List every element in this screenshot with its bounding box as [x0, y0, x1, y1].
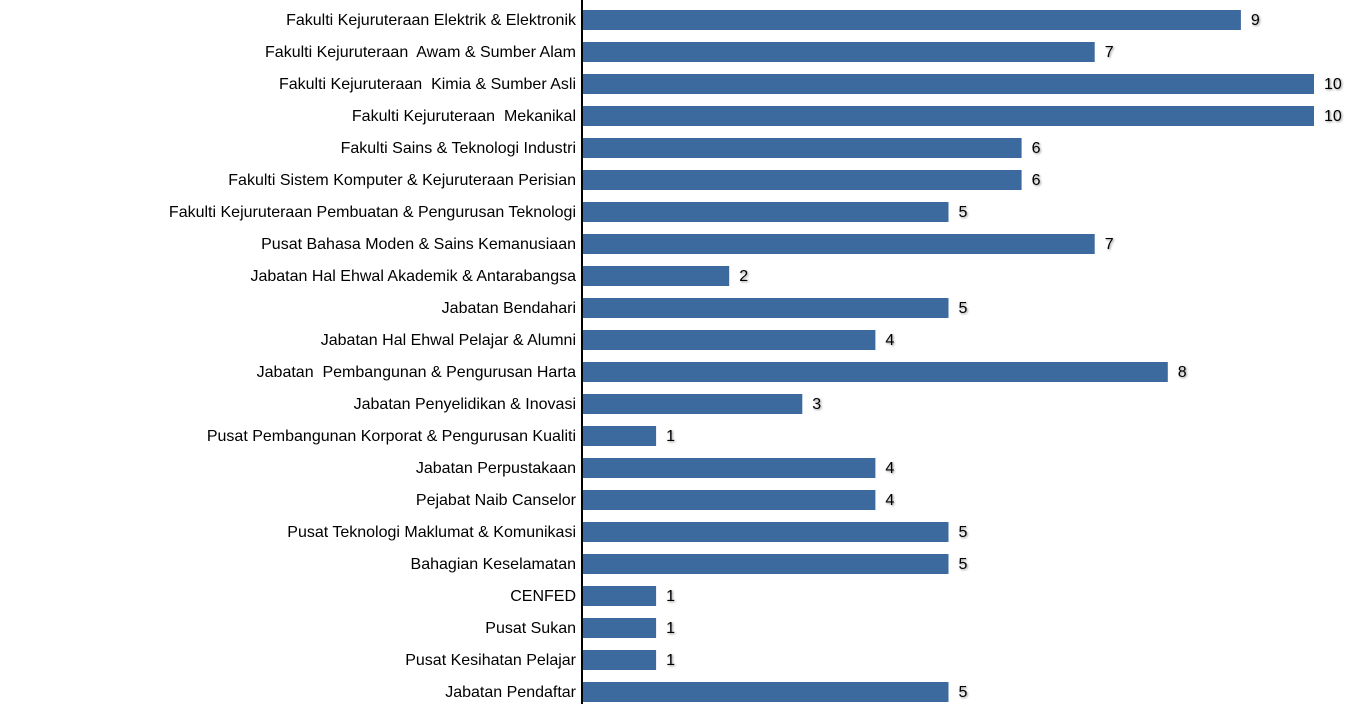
category-label: Pusat Kesihatan Pelajar — [405, 652, 576, 669]
value-label: 1 — [666, 620, 675, 637]
bar — [583, 234, 1095, 254]
bar — [583, 362, 1168, 382]
category-label: Pusat Pembangunan Korporat & Pengurusan … — [207, 428, 576, 445]
value-label: 4 — [885, 332, 894, 349]
value-label: 10 — [1324, 108, 1342, 125]
category-label: Fakulti Kejuruteraan Pembuatan & Penguru… — [169, 204, 576, 221]
category-label: Fakulti Kejuruteraan Awam & Sumber Alam — [265, 44, 576, 61]
value-label: 2 — [739, 268, 748, 285]
value-label: 5 — [959, 556, 968, 573]
value-label: 6 — [1032, 172, 1041, 189]
bar — [583, 202, 949, 222]
bar — [583, 138, 1022, 158]
category-label: Bahagian Keselamatan — [411, 556, 576, 573]
category-label: Fakulti Kejuruteraan Mekanikal — [352, 108, 576, 125]
bar — [583, 74, 1314, 94]
value-label: 4 — [885, 460, 894, 477]
category-label: Fakulti Sistem Komputer & Kejuruteraan P… — [228, 172, 576, 189]
value-label: 1 — [666, 588, 675, 605]
value-label: 9 — [1251, 12, 1260, 29]
value-label: 8 — [1178, 364, 1187, 381]
category-label: Jabatan Pembangunan & Pengurusan Harta — [257, 364, 576, 381]
bar — [583, 490, 876, 510]
category-label: Jabatan Pendaftar — [445, 684, 576, 701]
value-label: 5 — [959, 300, 968, 317]
bar — [583, 42, 1095, 62]
bar — [583, 266, 730, 286]
value-label: 7 — [1105, 236, 1114, 253]
category-label: Jabatan Perpustakaan — [416, 460, 576, 477]
category-label: Jabatan Penyelidikan & Inovasi — [354, 396, 576, 413]
bar — [583, 106, 1314, 126]
value-label: 7 — [1105, 44, 1114, 61]
bar — [583, 650, 657, 670]
category-label: Jabatan Bendahari — [442, 300, 576, 317]
value-label: 1 — [666, 428, 675, 445]
bar — [583, 458, 876, 478]
bar — [583, 394, 803, 414]
bar — [583, 682, 949, 702]
value-label: 6 — [1032, 140, 1041, 157]
category-label: Fakulti Kejuruteraan Elektrik & Elektron… — [286, 12, 577, 29]
category-label: Jabatan Hal Ehwal Pelajar & Alumni — [321, 332, 576, 349]
bar — [583, 330, 876, 350]
bar — [583, 426, 657, 446]
category-label: Fakulti Sains & Teknologi Industri — [341, 140, 576, 157]
category-label: Pusat Sukan — [485, 620, 576, 637]
value-label: 4 — [885, 492, 894, 509]
category-label: CENFED — [510, 588, 576, 605]
value-label: 1 — [666, 652, 675, 669]
category-label: Pusat Teknologi Maklumat & Komunikasi — [287, 524, 576, 541]
bar — [583, 298, 949, 318]
category-label: Jabatan Hal Ehwal Akademik & Antarabangs… — [250, 268, 576, 285]
category-label: Fakulti Kejuruteraan Kimia & Sumber Asli — [279, 76, 576, 93]
bar — [583, 554, 949, 574]
category-label: Pejabat Naib Canselor — [416, 492, 577, 509]
bar — [583, 522, 949, 542]
bar — [583, 170, 1022, 190]
category-label: Pusat Bahasa Moden & Sains Kemanusiaan — [261, 236, 576, 253]
value-label: 5 — [959, 204, 968, 221]
value-label: 5 — [959, 684, 968, 701]
value-label: 10 — [1324, 76, 1342, 93]
value-label: 3 — [812, 396, 821, 413]
bar — [583, 586, 657, 606]
bar — [583, 618, 657, 638]
value-label: 5 — [959, 524, 968, 541]
bar — [583, 10, 1241, 30]
